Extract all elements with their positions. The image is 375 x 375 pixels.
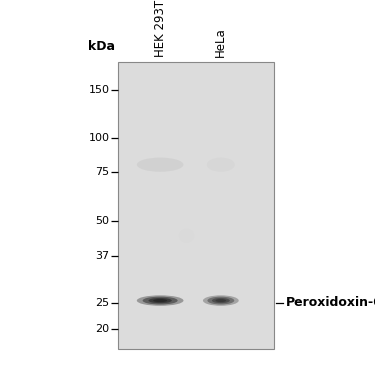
Ellipse shape bbox=[212, 298, 230, 303]
Text: HEK 293T: HEK 293T bbox=[154, 0, 166, 57]
Ellipse shape bbox=[148, 298, 172, 303]
Ellipse shape bbox=[142, 297, 178, 304]
Text: 25: 25 bbox=[95, 298, 109, 308]
Text: 100: 100 bbox=[88, 133, 110, 143]
Ellipse shape bbox=[153, 299, 167, 302]
Text: HeLa: HeLa bbox=[214, 28, 227, 57]
Ellipse shape bbox=[137, 296, 183, 306]
Ellipse shape bbox=[137, 158, 183, 172]
Text: 50: 50 bbox=[96, 216, 109, 225]
Text: 75: 75 bbox=[95, 167, 109, 177]
Ellipse shape bbox=[207, 158, 235, 172]
Text: 37: 37 bbox=[95, 251, 109, 261]
Text: Peroxidoxin-6: Peroxidoxin-6 bbox=[286, 296, 375, 309]
Ellipse shape bbox=[216, 299, 226, 302]
Ellipse shape bbox=[207, 297, 234, 304]
Ellipse shape bbox=[203, 296, 239, 306]
Text: 20: 20 bbox=[95, 324, 109, 334]
Text: 150: 150 bbox=[88, 85, 110, 95]
Bar bbox=[118, 62, 274, 349]
Text: kDa: kDa bbox=[88, 39, 115, 53]
